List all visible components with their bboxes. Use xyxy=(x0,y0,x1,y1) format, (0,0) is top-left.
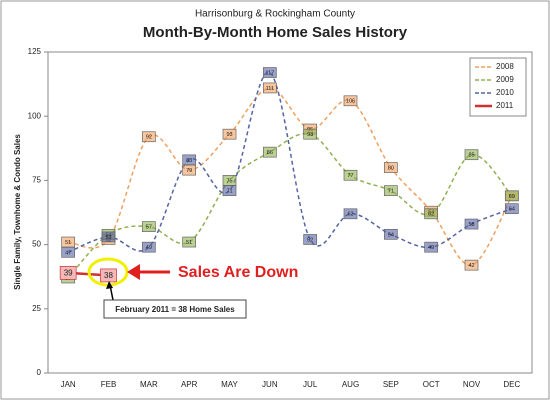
x-tick-label: JUL xyxy=(303,380,318,389)
legend-label: 2009 xyxy=(496,75,514,84)
marker xyxy=(383,185,398,197)
data-label: 52 xyxy=(307,237,313,243)
marker xyxy=(182,154,197,166)
data-label: 58 xyxy=(468,222,474,228)
data-label: 93 xyxy=(226,132,232,138)
chart-title: Month-By-Month Home Sales History xyxy=(143,24,408,41)
marker xyxy=(182,236,197,248)
data-label: 49 xyxy=(428,245,434,251)
marker xyxy=(141,131,156,143)
data-label: 53 xyxy=(105,235,111,241)
data-label: 51 xyxy=(186,240,192,246)
data-label: 75 xyxy=(226,178,232,184)
callout-box xyxy=(103,299,247,319)
data-label: 83 xyxy=(186,158,192,164)
data-label: 42 xyxy=(468,263,474,269)
y-tick-label: 25 xyxy=(32,304,41,313)
marker xyxy=(141,221,156,232)
data-label: 51 xyxy=(65,240,71,246)
y-tick-label: 50 xyxy=(32,240,41,249)
y-axis-label: Single Family, Townhome & Condo Sales xyxy=(13,134,22,290)
data-label: 38 xyxy=(104,271,113,280)
x-tick-label: APR xyxy=(181,380,198,389)
marker xyxy=(303,234,318,245)
marker xyxy=(343,169,358,181)
data-label: 77 xyxy=(347,173,353,179)
legend-label: 2008 xyxy=(496,62,514,71)
data-label: 69 xyxy=(509,194,515,200)
marker xyxy=(100,268,117,283)
data-label: 71 xyxy=(388,189,394,195)
marker xyxy=(383,162,398,173)
data-label: 93 xyxy=(307,132,313,138)
data-label: 111 xyxy=(266,86,274,92)
marker xyxy=(504,203,519,214)
marker xyxy=(383,228,398,240)
marker xyxy=(464,149,479,161)
annotation: February 2011 = 38 Home Sales xyxy=(115,305,235,314)
marker xyxy=(262,67,277,78)
marker xyxy=(343,208,358,220)
data-label: 92 xyxy=(146,135,152,141)
x-tick-label: OCT xyxy=(423,380,440,389)
data-label: 57 xyxy=(146,225,152,231)
x-tick-label: JUN xyxy=(262,380,278,389)
legend-label: 2010 xyxy=(496,88,514,97)
legend-label: 2011 xyxy=(496,101,514,110)
x-tick-label: FEB xyxy=(101,380,117,389)
x-tick-label: DEC xyxy=(503,380,520,389)
annotation: Sales Are Down xyxy=(178,264,298,281)
marker xyxy=(222,185,237,197)
series-line xyxy=(68,87,513,266)
data-label: 80 xyxy=(388,166,394,172)
marker xyxy=(343,95,358,107)
x-tick-label: SEP xyxy=(383,380,399,389)
marker xyxy=(504,190,519,202)
marker xyxy=(424,241,439,253)
callout-arrow xyxy=(106,281,114,301)
data-label: 85 xyxy=(468,153,474,159)
x-tick-label: AUG xyxy=(342,380,359,389)
data-label: 86 xyxy=(267,150,273,156)
marker xyxy=(262,82,277,94)
y-tick-label: 0 xyxy=(37,368,42,377)
red-arrow xyxy=(127,264,170,280)
data-label: 62 xyxy=(428,212,434,218)
marker xyxy=(303,128,318,140)
data-label: 117 xyxy=(265,70,274,76)
x-tick-label: NOV xyxy=(463,380,481,389)
data-label: 62 xyxy=(347,212,353,218)
marker xyxy=(141,241,156,253)
marker xyxy=(101,231,116,243)
x-tick-label: JAN xyxy=(61,380,76,389)
plot: 0 25 50 75 100 125 JAN FEB MAR APR MAY JUN JUL AUG SEP… xyxy=(28,47,533,389)
marker xyxy=(464,218,479,230)
data-label: 106 xyxy=(346,99,355,105)
chart-subtitle: Harrisonburg & Rockingham County xyxy=(195,9,355,20)
data-label: 49 xyxy=(146,245,152,251)
data-label: 71 xyxy=(226,189,232,195)
marker xyxy=(262,146,277,158)
data-label: 79 xyxy=(186,168,192,174)
data-label: 54 xyxy=(388,232,394,238)
marker xyxy=(424,208,439,220)
marker xyxy=(59,265,77,280)
x-tick-label: MAY xyxy=(221,380,238,389)
plot-area xyxy=(47,51,533,374)
data-label: 64 xyxy=(509,207,515,213)
y-tick-label: 100 xyxy=(28,111,42,120)
data-label: 47 xyxy=(65,250,71,256)
marker xyxy=(61,246,76,258)
y-tick-label: 75 xyxy=(32,176,41,185)
y-tick-label: 125 xyxy=(28,47,42,56)
marker xyxy=(222,128,237,140)
x-tick-label: MAR xyxy=(140,380,158,389)
marker xyxy=(464,259,479,271)
data-label: 39 xyxy=(64,268,73,277)
